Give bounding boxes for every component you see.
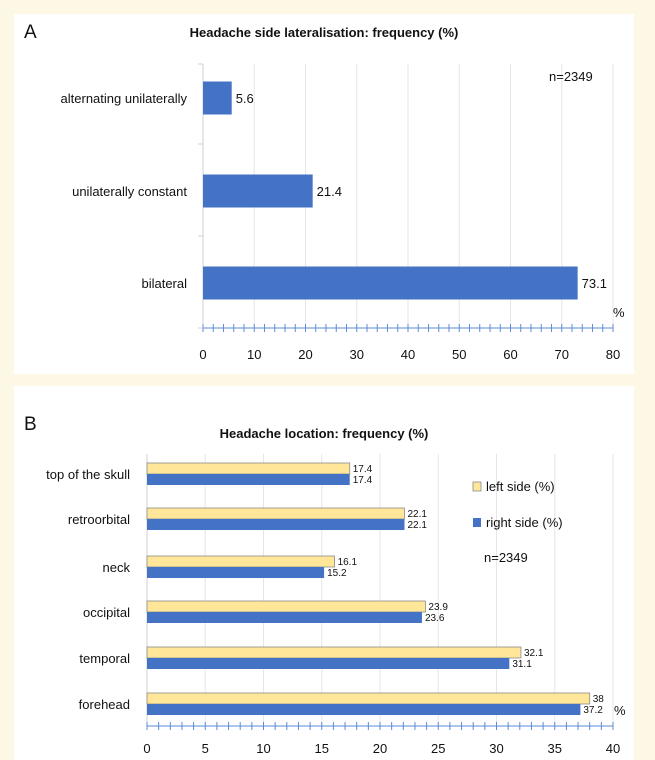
legend-label: left side (%) — [486, 479, 555, 494]
bar — [146, 462, 351, 475]
bar — [203, 266, 578, 300]
category-label: temporal — [79, 651, 130, 666]
panel-a: A Headache side lateralisation: frequenc… — [14, 14, 634, 374]
bar — [146, 692, 591, 705]
category-label: occipital — [83, 605, 130, 620]
panel-b: B Headache location: frequency (%) 0 5 10 1… — [14, 386, 634, 760]
bar — [147, 658, 510, 669]
category-label: top of the skull — [46, 467, 130, 482]
data-label: 23.9 — [428, 602, 448, 613]
x-tick-label: 30 — [350, 347, 364, 362]
data-label: 37.2 — [583, 705, 603, 716]
x-tick-label: 0 — [143, 741, 150, 756]
data-label: 73.1 — [582, 276, 607, 291]
x-tick-label: 60 — [503, 347, 517, 362]
x-tick-label: 30 — [489, 741, 503, 756]
x-tick-label: 25 — [431, 741, 445, 756]
category-label: alternating unilaterally — [61, 91, 188, 106]
data-label: 31.1 — [512, 659, 532, 670]
x-tick-label: 40 — [401, 347, 415, 362]
x-tick-label: 80 — [606, 347, 620, 362]
category-label: retroorbital — [68, 512, 130, 527]
legend-swatch — [472, 481, 482, 492]
category-label: forehead — [79, 697, 130, 712]
x-tick-label: 15 — [315, 741, 329, 756]
x-tick-label: 40 — [606, 741, 620, 756]
bar — [146, 555, 335, 568]
panel-label: B — [24, 414, 37, 435]
x-axis-unit: % — [613, 305, 625, 320]
x-tick-label: 10 — [247, 347, 261, 362]
bar — [147, 612, 422, 623]
sample-size-note: n=2349 — [549, 69, 593, 84]
data-label: 17.4 — [353, 464, 373, 475]
bar — [147, 704, 581, 715]
x-tick-label: 35 — [548, 741, 562, 756]
chart-title: Headache location: frequency (%) — [219, 426, 429, 441]
data-label: 22.1 — [407, 520, 427, 531]
x-tick-label: 0 — [199, 347, 206, 362]
bar — [147, 474, 350, 485]
x-tick-label: 70 — [555, 347, 569, 362]
bar — [147, 519, 405, 530]
bar — [147, 567, 325, 578]
chart-title: Headache side lateralisation: frequency … — [189, 25, 459, 40]
legend-label: right side (%) — [486, 515, 563, 530]
category-label: unilaterally constant — [72, 184, 187, 199]
legend-swatch — [473, 518, 481, 527]
x-tick-label: 50 — [452, 347, 466, 362]
x-tick-label: 20 — [298, 347, 312, 362]
data-label: 5.6 — [236, 91, 254, 106]
x-tick-label: 20 — [373, 741, 387, 756]
bar — [203, 81, 232, 115]
data-label: 16.1 — [338, 557, 358, 568]
bar — [203, 174, 313, 208]
x-tick-label: 10 — [256, 741, 270, 756]
chart-b-svg: 0 5 10 15 20 25 30 35 40 top of the skull 17.417.4… — [46, 454, 626, 756]
x-tick-label: 5 — [202, 741, 209, 756]
category-label: bilateral — [141, 276, 187, 291]
data-label: 38 — [593, 694, 605, 705]
data-label: 17.4 — [353, 475, 373, 486]
bar — [146, 646, 522, 659]
sample-size-note: n=2349 — [484, 550, 528, 565]
data-label: 15.2 — [327, 568, 347, 579]
data-label: 23.6 — [425, 613, 445, 624]
x-axis-unit: % — [614, 703, 626, 718]
bar — [146, 507, 405, 520]
panel-label: A — [24, 22, 37, 43]
bar — [146, 600, 426, 613]
chart-a-svg: 0 10 20 30 40 50 60 70 80 alternating unilaterall… — [61, 63, 625, 362]
data-label: 22.1 — [407, 509, 427, 520]
data-label: 32.1 — [524, 648, 544, 659]
data-label: 21.4 — [317, 184, 342, 199]
category-label: neck — [103, 560, 131, 575]
